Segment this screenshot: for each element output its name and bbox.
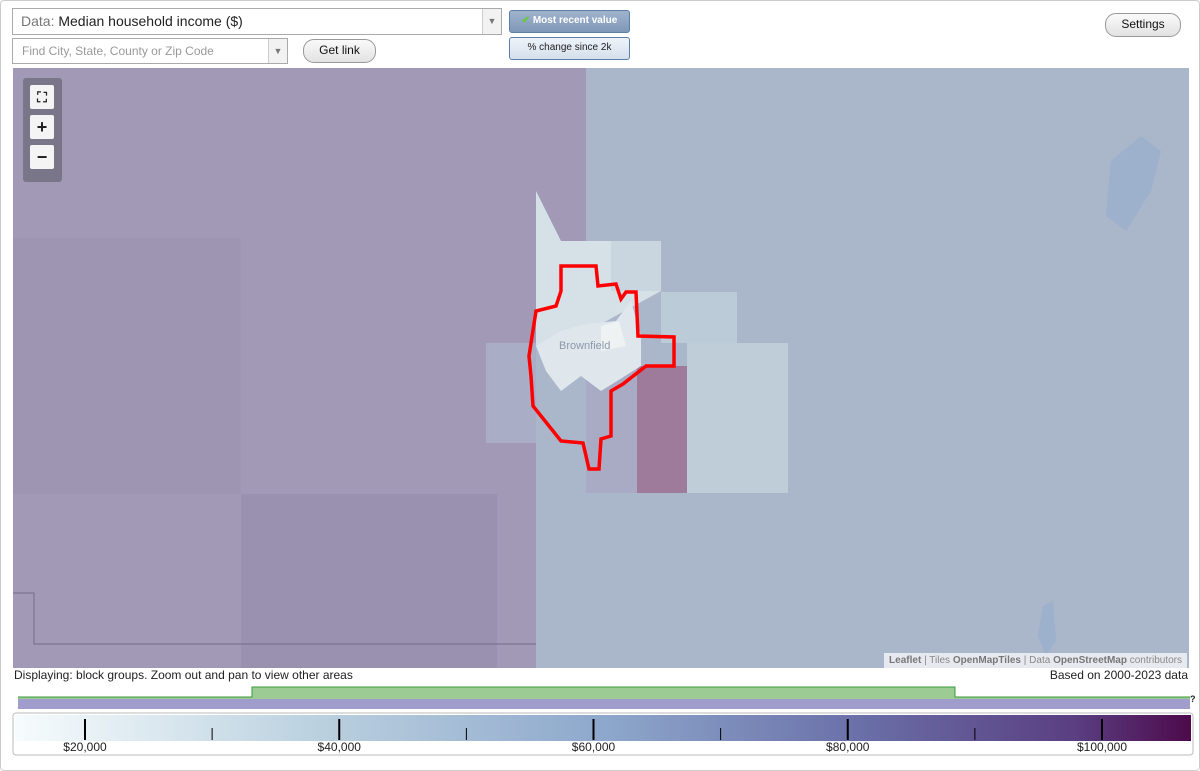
legend-label: $40,000 bbox=[318, 740, 362, 754]
status-text: Displaying: block groups. Zoom out and p… bbox=[14, 668, 353, 682]
attribution-link[interactable]: OpenStreetMap bbox=[1053, 655, 1127, 666]
legend: ? $20,000 $40,000 $60,000 $80,000 $100,000 bbox=[12, 686, 1196, 756]
legend-label: $80,000 bbox=[826, 740, 870, 754]
get-link-button[interactable]: Get link bbox=[303, 39, 376, 63]
region bbox=[637, 366, 687, 493]
history-line bbox=[18, 686, 1190, 698]
color-scale bbox=[15, 715, 1191, 741]
attribution-text: Data bbox=[1029, 655, 1051, 666]
map[interactable]: Brownfield bbox=[13, 68, 1189, 668]
history-bar[interactable] bbox=[18, 699, 1190, 709]
selected-boundary bbox=[527, 264, 676, 471]
mode-button[interactable]: % change since 2k bbox=[509, 37, 630, 60]
attribution-link[interactable]: Leaflet bbox=[889, 655, 922, 666]
region bbox=[661, 292, 737, 343]
search-placeholder: Find City, State, County or Zip Code bbox=[22, 44, 214, 58]
region bbox=[687, 343, 788, 493]
region bbox=[13, 238, 241, 494]
lake bbox=[1038, 601, 1056, 656]
zoom-out-button[interactable]: − bbox=[30, 145, 54, 169]
data-label: Data: bbox=[21, 13, 55, 29]
mode-label: Most recent value bbox=[532, 15, 618, 26]
attribution-separator: | bbox=[1023, 655, 1027, 666]
attribution-text: Tiles bbox=[929, 655, 951, 666]
mode-button[interactable]: ✔ Most recent value bbox=[509, 10, 630, 33]
dropdown-arrow[interactable]: ▼ bbox=[482, 9, 501, 34]
boundary bbox=[13, 592, 536, 645]
data-range-text: Based on 2000-2023 data bbox=[1049, 668, 1188, 682]
history-gap bbox=[955, 687, 1190, 697]
legend-label: $20,000 bbox=[63, 740, 107, 754]
history-gap bbox=[18, 687, 252, 697]
attribution-separator: | bbox=[924, 655, 927, 666]
region bbox=[601, 321, 626, 351]
dropdown-arrow[interactable]: ▼ bbox=[268, 39, 287, 63]
data-value: Median household income ($) bbox=[58, 13, 243, 29]
place-label: Brownfield bbox=[559, 340, 610, 352]
help-icon[interactable]: ? bbox=[1190, 694, 1196, 704]
region bbox=[611, 241, 661, 291]
lake bbox=[1106, 136, 1161, 231]
data-select[interactable]: Data: Median household income ($) ▼ bbox=[12, 8, 502, 35]
legend-label: $100,000 bbox=[1077, 740, 1127, 754]
legend-label: $60,000 bbox=[572, 740, 616, 754]
settings-button[interactable]: Settings bbox=[1105, 13, 1181, 37]
region bbox=[241, 494, 497, 668]
attribution-text: contributors bbox=[1129, 655, 1182, 666]
attribution-link[interactable]: OpenMapTiles bbox=[952, 655, 1021, 666]
attribution: Leaflet | Tiles OpenMapTiles | Data Open… bbox=[884, 653, 1187, 668]
search-box[interactable]: Find City, State, County or Zip Code ▼ bbox=[12, 38, 288, 64]
zoom-in-button[interactable]: + bbox=[30, 115, 54, 139]
fullscreen-button[interactable]: ⛶ bbox=[30, 85, 54, 109]
